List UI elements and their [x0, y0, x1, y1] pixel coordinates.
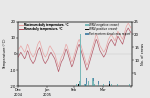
- Bar: [111, 84, 112, 86]
- Bar: [131, 81, 132, 86]
- Bar: [78, 84, 79, 86]
- Bar: [94, 84, 95, 86]
- Bar: [79, 81, 80, 86]
- Bar: [93, 81, 94, 86]
- Y-axis label: Temperature (°C): Temperature (°C): [3, 39, 8, 69]
- Bar: [92, 78, 93, 86]
- Bar: [84, 84, 85, 86]
- Y-axis label: No. of crows: No. of crows: [141, 43, 145, 65]
- Bar: [86, 78, 87, 84]
- Bar: [129, 84, 130, 86]
- Legend: WNV-negative crows†, WNV-positive crows†, Postmortem dead crow report: WNV-negative crows†, WNV-positive crows†…: [85, 23, 131, 36]
- Bar: [76, 84, 77, 86]
- Bar: [98, 81, 99, 84]
- Bar: [80, 34, 81, 86]
- Bar: [93, 78, 94, 81]
- Legend: Maximum daily temperature, °C, Mean daily temperature, °C: Maximum daily temperature, °C, Mean dail…: [19, 23, 68, 31]
- Bar: [109, 84, 110, 86]
- Bar: [109, 81, 110, 84]
- Bar: [85, 84, 86, 86]
- Bar: [86, 84, 87, 86]
- Bar: [98, 84, 99, 86]
- Bar: [117, 84, 118, 86]
- Bar: [103, 84, 104, 86]
- Bar: [88, 81, 89, 86]
